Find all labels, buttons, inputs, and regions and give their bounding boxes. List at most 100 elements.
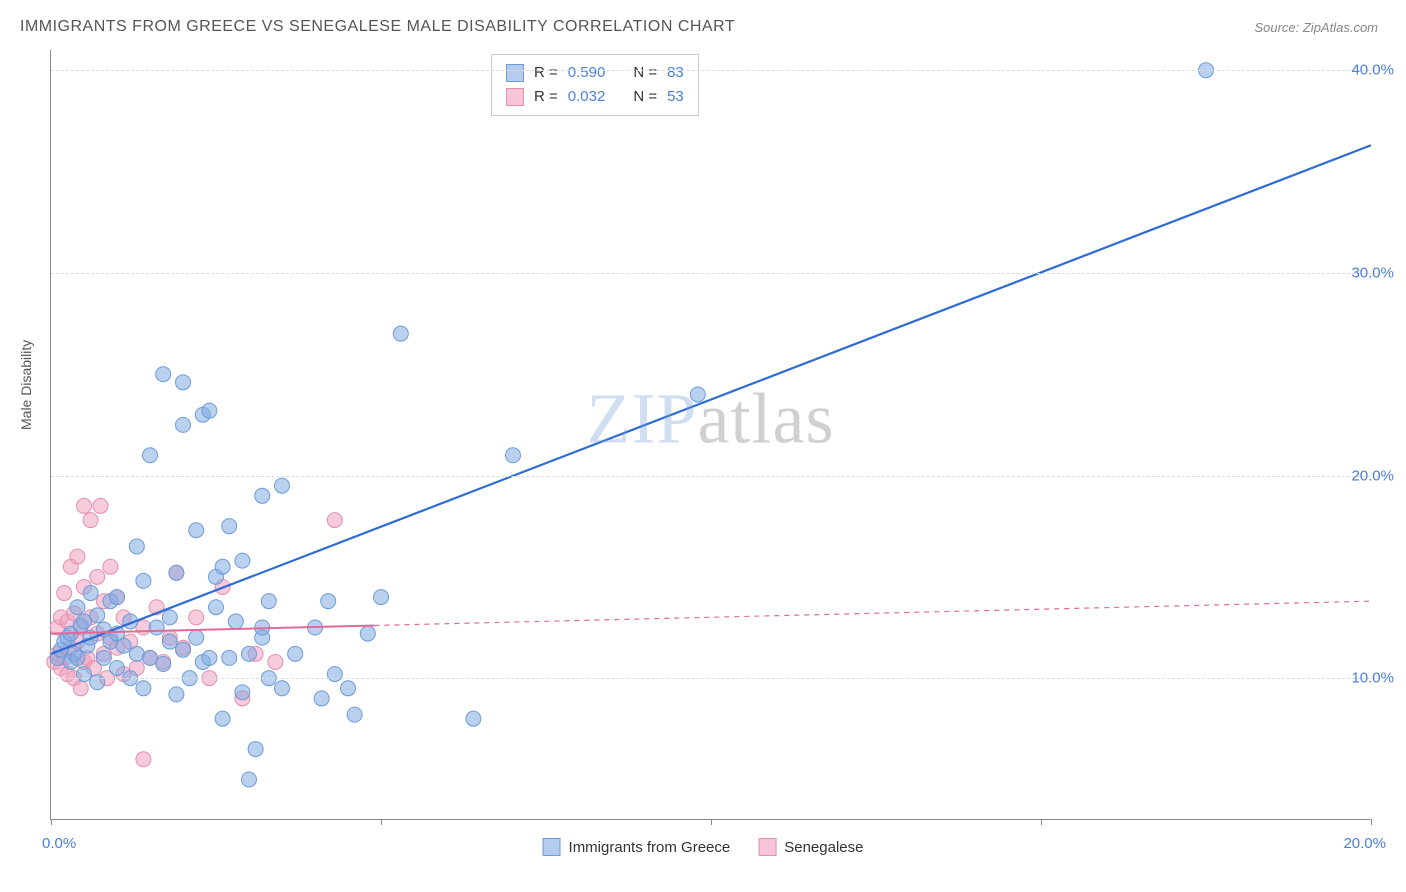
legend-n-label: N = — [633, 85, 657, 109]
scatter-point-greece — [235, 685, 250, 700]
scatter-point-senegalese — [83, 513, 98, 528]
scatter-point-greece — [275, 681, 290, 696]
scatter-point-greece — [261, 594, 276, 609]
scatter-point-greece — [275, 478, 290, 493]
scatter-point-senegalese — [57, 586, 72, 601]
scatter-point-greece — [374, 590, 389, 605]
trendline-senegalese-dashed — [374, 601, 1371, 625]
plot-svg — [51, 50, 1370, 819]
scatter-point-greece — [215, 711, 230, 726]
legend-stats-row-senegalese: R = 0.032 N = 53 — [506, 85, 684, 109]
scatter-point-greece — [222, 519, 237, 534]
scatter-point-greece — [162, 634, 177, 649]
scatter-point-senegalese — [103, 559, 118, 574]
scatter-point-senegalese — [77, 498, 92, 513]
x-tick-mark — [711, 819, 712, 825]
scatter-point-greece — [169, 565, 184, 580]
scatter-point-greece — [149, 620, 164, 635]
plot-area: ZIPatlas R = 0.590 N = 83 R = 0.032 N = … — [50, 50, 1370, 820]
legend-r-label: R = — [534, 61, 558, 85]
legend-series-greece: Immigrants from Greece — [543, 838, 731, 856]
scatter-point-greece — [248, 742, 263, 757]
legend-series-label: Senegalese — [784, 839, 863, 856]
scatter-point-greece — [321, 594, 336, 609]
scatter-point-greece — [347, 707, 362, 722]
legend-n-value-senegalese: 53 — [667, 85, 684, 109]
y-axis-label: Male Disability — [18, 340, 34, 430]
scatter-point-greece — [129, 646, 144, 661]
scatter-point-greece — [314, 691, 329, 706]
scatter-point-greece — [242, 646, 257, 661]
scatter-point-greece — [255, 488, 270, 503]
scatter-point-greece — [235, 553, 250, 568]
scatter-point-greece — [506, 448, 521, 463]
legend-swatch-greece-b — [543, 838, 561, 856]
y-tick-label: 40.0% — [1351, 62, 1394, 79]
scatter-point-greece — [176, 417, 191, 432]
scatter-point-greece — [189, 630, 204, 645]
scatter-point-greece — [327, 667, 342, 682]
trendline-greece — [51, 145, 1371, 654]
scatter-point-greece — [77, 667, 92, 682]
gridline — [51, 476, 1380, 477]
source-label: Source: ZipAtlas.com — [1254, 20, 1378, 35]
scatter-point-greece — [83, 586, 98, 601]
legend-series-senegalese: Senegalese — [758, 838, 863, 856]
scatter-point-senegalese — [90, 569, 105, 584]
scatter-point-senegalese — [136, 752, 151, 767]
legend-r-label: R = — [534, 85, 558, 109]
scatter-point-greece — [156, 656, 171, 671]
x-tick-mark — [51, 819, 52, 825]
legend-n-value-greece: 83 — [667, 61, 684, 85]
scatter-point-senegalese — [189, 610, 204, 625]
scatter-point-greece — [209, 600, 224, 615]
scatter-point-greece — [136, 681, 151, 696]
x-tick-label-0: 0.0% — [42, 835, 76, 852]
scatter-point-greece — [136, 573, 151, 588]
legend-swatch-greece — [506, 64, 524, 82]
scatter-point-greece — [228, 614, 243, 629]
legend-stats-row-greece: R = 0.590 N = 83 — [506, 61, 684, 85]
x-tick-mark — [381, 819, 382, 825]
legend-r-value-senegalese: 0.032 — [568, 85, 606, 109]
scatter-point-greece — [202, 650, 217, 665]
y-tick-label: 10.0% — [1351, 670, 1394, 687]
scatter-point-senegalese — [93, 498, 108, 513]
scatter-point-greece — [90, 675, 105, 690]
gridline — [51, 70, 1380, 71]
scatter-point-greece — [116, 638, 131, 653]
scatter-point-greece — [96, 650, 111, 665]
scatter-point-greece — [466, 711, 481, 726]
scatter-point-greece — [129, 539, 144, 554]
legend-series: Immigrants from Greece Senegalese — [543, 838, 864, 856]
scatter-point-greece — [70, 650, 85, 665]
scatter-point-greece — [176, 642, 191, 657]
y-tick-label: 30.0% — [1351, 264, 1394, 281]
legend-stats: R = 0.590 N = 83 R = 0.032 N = 53 — [491, 54, 699, 116]
scatter-point-senegalese — [327, 513, 342, 528]
scatter-point-greece — [393, 326, 408, 341]
scatter-point-greece — [242, 772, 257, 787]
legend-swatch-senegalese-b — [758, 838, 776, 856]
scatter-point-greece — [176, 375, 191, 390]
scatter-point-greece — [143, 448, 158, 463]
scatter-point-greece — [360, 626, 375, 641]
scatter-point-greece — [110, 661, 125, 676]
scatter-point-greece — [189, 523, 204, 538]
scatter-point-greece — [90, 608, 105, 623]
scatter-point-greece — [202, 403, 217, 418]
x-tick-mark — [1371, 819, 1372, 825]
scatter-point-senegalese — [73, 681, 88, 696]
legend-n-label: N = — [633, 61, 657, 85]
legend-r-value-greece: 0.590 — [568, 61, 606, 85]
scatter-point-senegalese — [70, 549, 85, 564]
scatter-point-greece — [70, 600, 85, 615]
x-tick-label-20: 20.0% — [1343, 835, 1386, 852]
chart-title: IMMIGRANTS FROM GREECE VS SENEGALESE MAL… — [20, 18, 735, 36]
y-tick-label: 20.0% — [1351, 467, 1394, 484]
scatter-point-greece — [215, 559, 230, 574]
scatter-point-greece — [169, 687, 184, 702]
legend-swatch-senegalese — [506, 88, 524, 106]
scatter-point-greece — [690, 387, 705, 402]
x-tick-mark — [1041, 819, 1042, 825]
